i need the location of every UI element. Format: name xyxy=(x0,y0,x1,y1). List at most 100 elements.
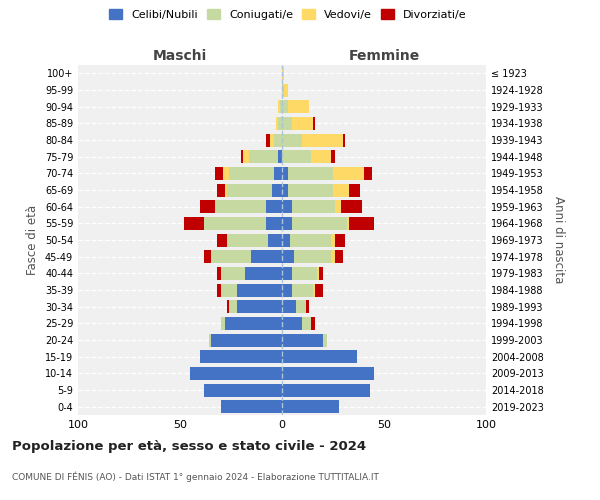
Bar xyxy=(205,250,211,263)
Bar xyxy=(292,217,347,230)
Bar xyxy=(217,184,225,196)
Bar xyxy=(217,267,221,280)
Bar xyxy=(274,167,282,180)
Bar xyxy=(237,300,282,313)
Bar xyxy=(272,184,282,196)
Bar xyxy=(276,117,278,130)
Bar xyxy=(237,284,282,296)
Bar xyxy=(227,300,229,313)
Text: Femmine: Femmine xyxy=(349,48,419,62)
Y-axis label: Fasce di età: Fasce di età xyxy=(26,205,39,275)
Bar xyxy=(349,217,374,230)
Bar xyxy=(292,200,335,213)
Bar xyxy=(282,150,311,163)
Bar xyxy=(282,200,292,213)
Bar xyxy=(313,117,314,130)
Bar xyxy=(200,200,215,213)
Bar xyxy=(250,150,278,163)
Bar xyxy=(290,234,331,246)
Bar xyxy=(314,284,323,296)
Bar xyxy=(211,334,282,346)
Bar xyxy=(205,217,266,230)
Bar xyxy=(211,250,251,263)
Bar xyxy=(313,284,314,296)
Bar xyxy=(278,117,282,130)
Bar xyxy=(205,384,282,396)
Bar xyxy=(282,184,288,196)
Bar xyxy=(282,267,292,280)
Bar xyxy=(317,267,319,280)
Bar xyxy=(266,217,282,230)
Bar xyxy=(278,100,280,113)
Bar xyxy=(282,400,339,413)
Bar xyxy=(335,234,345,246)
Bar xyxy=(217,234,227,246)
Bar xyxy=(215,200,266,213)
Bar xyxy=(335,200,341,213)
Bar xyxy=(227,234,268,246)
Bar xyxy=(333,184,349,196)
Bar xyxy=(282,67,284,80)
Bar xyxy=(282,250,294,263)
Bar xyxy=(284,84,288,96)
Bar xyxy=(266,134,270,146)
Text: Maschi: Maschi xyxy=(153,48,207,62)
Bar xyxy=(294,250,331,263)
Bar xyxy=(245,267,282,280)
Bar xyxy=(292,267,317,280)
Bar xyxy=(221,284,237,296)
Bar xyxy=(335,250,343,263)
Bar xyxy=(251,250,282,263)
Bar xyxy=(282,117,292,130)
Bar xyxy=(274,134,282,146)
Bar xyxy=(282,100,288,113)
Bar xyxy=(307,300,308,313)
Bar xyxy=(282,134,302,146)
Bar xyxy=(221,267,245,280)
Bar xyxy=(292,117,313,130)
Bar xyxy=(215,167,223,180)
Bar xyxy=(278,150,282,163)
Bar xyxy=(331,250,335,263)
Y-axis label: Anni di nascita: Anni di nascita xyxy=(551,196,565,284)
Bar xyxy=(282,384,370,396)
Bar xyxy=(292,284,313,296)
Bar xyxy=(184,217,205,230)
Bar xyxy=(319,267,323,280)
Bar xyxy=(282,334,323,346)
Bar xyxy=(217,284,221,296)
Bar xyxy=(333,167,364,180)
Bar xyxy=(280,100,282,113)
Text: COMUNE DI FÉNIS (AO) - Dati ISTAT 1° gennaio 2024 - Elaborazione TUTTITALIA.IT: COMUNE DI FÉNIS (AO) - Dati ISTAT 1° gen… xyxy=(12,472,379,482)
Bar xyxy=(282,350,358,363)
Bar xyxy=(241,150,243,163)
Bar xyxy=(223,167,229,180)
Bar xyxy=(209,334,211,346)
Bar xyxy=(225,317,282,330)
Bar xyxy=(229,167,274,180)
Bar xyxy=(282,84,284,96)
Bar xyxy=(227,184,272,196)
Bar xyxy=(268,234,282,246)
Bar xyxy=(282,317,302,330)
Bar xyxy=(311,150,331,163)
Legend: Celibi/Nubili, Coniugati/e, Vedovi/e, Divorziati/e: Celibi/Nubili, Coniugati/e, Vedovi/e, Di… xyxy=(106,6,470,23)
Bar xyxy=(282,284,292,296)
Bar xyxy=(282,217,292,230)
Text: Popolazione per età, sesso e stato civile - 2024: Popolazione per età, sesso e stato civil… xyxy=(12,440,366,453)
Bar xyxy=(266,200,282,213)
Bar xyxy=(331,150,335,163)
Bar xyxy=(364,167,372,180)
Bar xyxy=(221,317,225,330)
Bar xyxy=(341,200,362,213)
Bar xyxy=(347,217,349,230)
Bar xyxy=(296,300,307,313)
Bar xyxy=(229,300,237,313)
Bar xyxy=(282,367,374,380)
Bar xyxy=(282,300,296,313)
Bar xyxy=(270,134,274,146)
Bar xyxy=(349,184,359,196)
Bar xyxy=(190,367,282,380)
Bar xyxy=(323,334,327,346)
Bar xyxy=(221,400,282,413)
